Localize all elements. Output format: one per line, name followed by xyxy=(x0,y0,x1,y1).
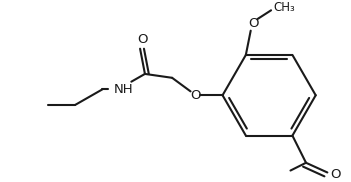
Text: O: O xyxy=(190,89,201,102)
Text: O: O xyxy=(330,168,340,181)
Text: O: O xyxy=(137,33,147,46)
Text: CH₃: CH₃ xyxy=(274,1,296,14)
Text: O: O xyxy=(249,17,259,30)
Text: NH: NH xyxy=(114,83,133,96)
